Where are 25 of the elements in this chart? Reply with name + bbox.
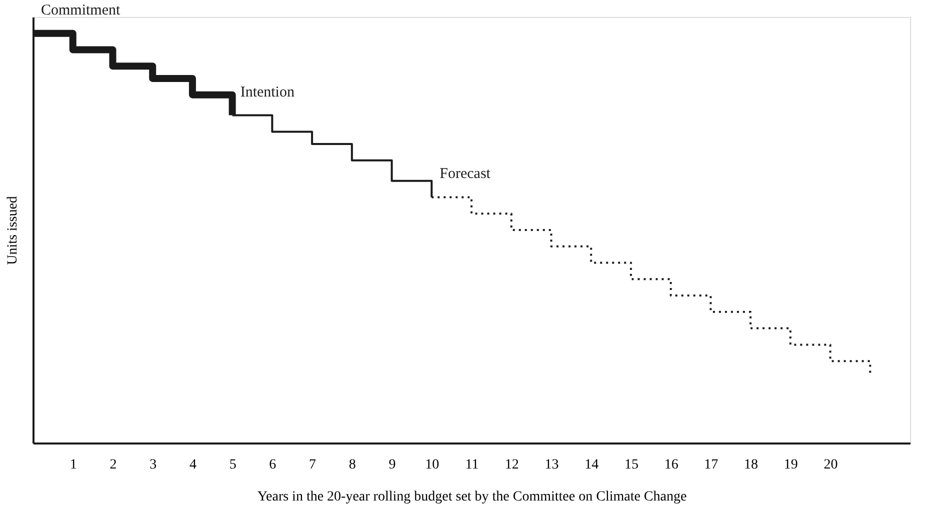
series-label: Forecast xyxy=(440,166,492,182)
x-tick-label: 12 xyxy=(504,458,519,472)
x-tick-label: 7 xyxy=(309,458,316,472)
x-tick-label: 11 xyxy=(465,458,479,472)
x-tick-label: 9 xyxy=(388,458,396,472)
x-tick-label: 19 xyxy=(784,458,798,472)
x-tick-label: 5 xyxy=(229,458,236,472)
y-axis-title: Units issued xyxy=(6,196,20,265)
x-tick-label: 14 xyxy=(584,458,599,472)
series-label: Intention xyxy=(240,84,295,100)
x-tick-label: 20 xyxy=(824,458,838,472)
x-tick-label: 6 xyxy=(269,458,276,472)
x-tick-label: 3 xyxy=(150,458,157,472)
x-tick-label: 10 xyxy=(425,458,440,472)
x-tick-label: 13 xyxy=(544,458,559,472)
series-label: Commitment xyxy=(41,2,121,18)
x-tick-label: 15 xyxy=(624,458,638,472)
x-tick-label: 8 xyxy=(348,458,356,472)
x-tick-label: 18 xyxy=(744,458,758,472)
x-tick-label: 17 xyxy=(704,458,718,472)
x-tick-label: 4 xyxy=(189,458,196,472)
x-axis-title: Years in the 20-year rolling budget set by the Committee on Climate Change xyxy=(257,490,687,504)
x-tick-label: 1 xyxy=(70,458,77,472)
x-tick-label: 2 xyxy=(110,458,117,472)
x-tick-label: 16 xyxy=(664,458,678,472)
